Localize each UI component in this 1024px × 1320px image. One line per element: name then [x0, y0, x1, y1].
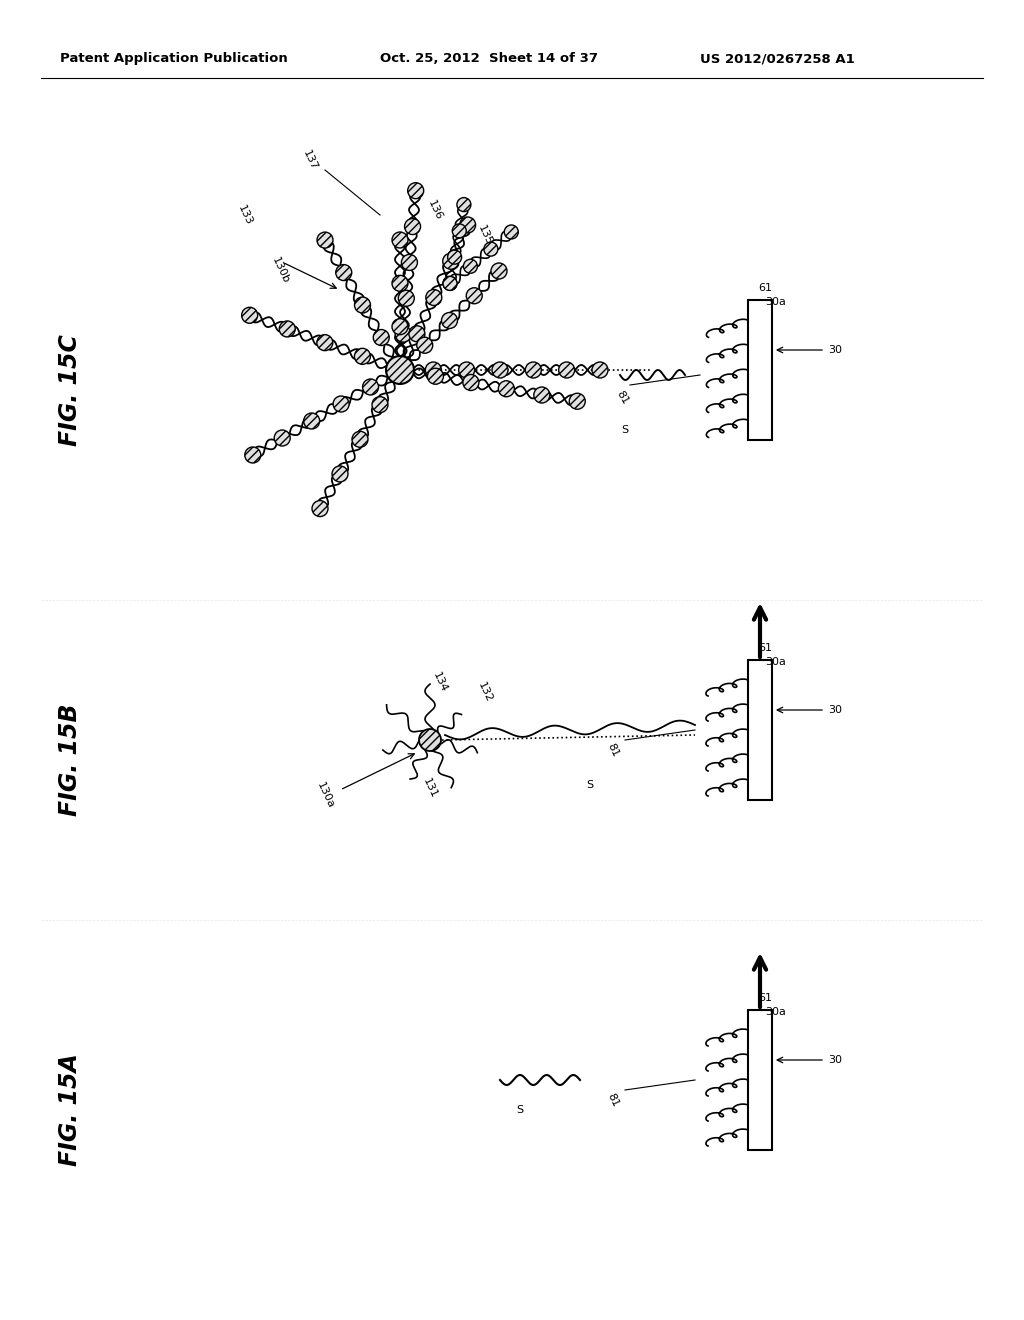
Circle shape [441, 313, 458, 329]
Circle shape [484, 242, 498, 256]
Circle shape [417, 337, 433, 354]
Circle shape [392, 318, 408, 335]
Circle shape [392, 276, 408, 292]
Text: 134: 134 [431, 671, 449, 694]
Text: FIG. 15B: FIG. 15B [58, 704, 82, 816]
Bar [748, 1010, 772, 1150]
Circle shape [492, 362, 508, 378]
Circle shape [242, 308, 258, 323]
Circle shape [459, 362, 475, 378]
Circle shape [404, 219, 421, 235]
Text: 81: 81 [605, 742, 621, 759]
Circle shape [333, 396, 349, 412]
Circle shape [392, 362, 408, 378]
Text: 30: 30 [828, 705, 842, 715]
Circle shape [392, 362, 408, 378]
Circle shape [386, 356, 414, 384]
Circle shape [374, 330, 389, 346]
Circle shape [392, 362, 408, 378]
Text: US 2012/0267258 A1: US 2012/0267258 A1 [700, 51, 855, 65]
Circle shape [408, 182, 424, 199]
Circle shape [592, 362, 608, 378]
Circle shape [392, 362, 408, 378]
Circle shape [398, 290, 415, 306]
Circle shape [362, 379, 379, 395]
Circle shape [392, 362, 408, 378]
Circle shape [392, 362, 408, 378]
Text: 81: 81 [605, 1092, 621, 1109]
Bar [748, 300, 772, 440]
Text: 61: 61 [758, 282, 772, 293]
Text: 131: 131 [421, 776, 439, 800]
Text: 30a: 30a [765, 1007, 785, 1016]
Circle shape [392, 362, 408, 378]
Circle shape [457, 198, 471, 211]
Circle shape [442, 253, 459, 269]
Text: 30: 30 [828, 1055, 842, 1065]
Circle shape [460, 216, 475, 234]
Circle shape [336, 264, 352, 281]
Text: S: S [587, 780, 594, 789]
Text: S: S [516, 1105, 523, 1115]
Circle shape [304, 413, 319, 429]
Circle shape [245, 447, 261, 463]
Circle shape [316, 335, 333, 351]
Text: 130b: 130b [270, 255, 291, 285]
Circle shape [443, 276, 457, 290]
Text: Patent Application Publication: Patent Application Publication [60, 51, 288, 65]
Text: FIG. 15A: FIG. 15A [58, 1053, 82, 1167]
Circle shape [447, 249, 462, 264]
Text: 133: 133 [236, 203, 254, 227]
Bar [748, 660, 772, 800]
Circle shape [504, 224, 518, 239]
Circle shape [332, 466, 348, 482]
Circle shape [419, 729, 441, 751]
Circle shape [392, 232, 408, 248]
Text: 61: 61 [758, 993, 772, 1003]
Text: 130a: 130a [315, 780, 336, 809]
Circle shape [427, 368, 443, 384]
Text: FIG. 15C: FIG. 15C [58, 334, 82, 446]
Circle shape [463, 375, 479, 391]
Circle shape [354, 348, 371, 364]
Text: S: S [622, 425, 629, 436]
Circle shape [392, 362, 408, 378]
Circle shape [569, 393, 586, 409]
Text: Oct. 25, 2012  Sheet 14 of 37: Oct. 25, 2012 Sheet 14 of 37 [380, 51, 598, 65]
Circle shape [372, 396, 388, 413]
Text: 30a: 30a [765, 657, 785, 667]
Circle shape [534, 387, 550, 403]
Circle shape [354, 297, 371, 313]
Circle shape [352, 432, 368, 447]
Text: 136: 136 [426, 198, 444, 222]
Text: 30: 30 [828, 345, 842, 355]
Text: 137: 137 [301, 148, 319, 172]
Circle shape [409, 326, 425, 342]
Circle shape [443, 276, 457, 290]
Circle shape [280, 321, 295, 337]
Circle shape [426, 289, 441, 305]
Circle shape [312, 500, 328, 516]
Text: 81: 81 [615, 389, 631, 407]
Circle shape [453, 224, 466, 238]
Circle shape [425, 362, 441, 378]
Circle shape [559, 362, 574, 378]
Circle shape [466, 288, 482, 304]
Text: 135: 135 [476, 223, 494, 247]
Circle shape [392, 362, 408, 378]
Text: 30a: 30a [765, 297, 785, 308]
Circle shape [401, 255, 418, 271]
Circle shape [274, 430, 290, 446]
Circle shape [490, 263, 507, 279]
Circle shape [317, 232, 333, 248]
Circle shape [464, 259, 477, 273]
Circle shape [499, 380, 514, 397]
Text: 132: 132 [476, 680, 494, 704]
Circle shape [395, 326, 412, 342]
Circle shape [392, 362, 408, 378]
Text: 61: 61 [758, 643, 772, 653]
Circle shape [525, 362, 542, 378]
